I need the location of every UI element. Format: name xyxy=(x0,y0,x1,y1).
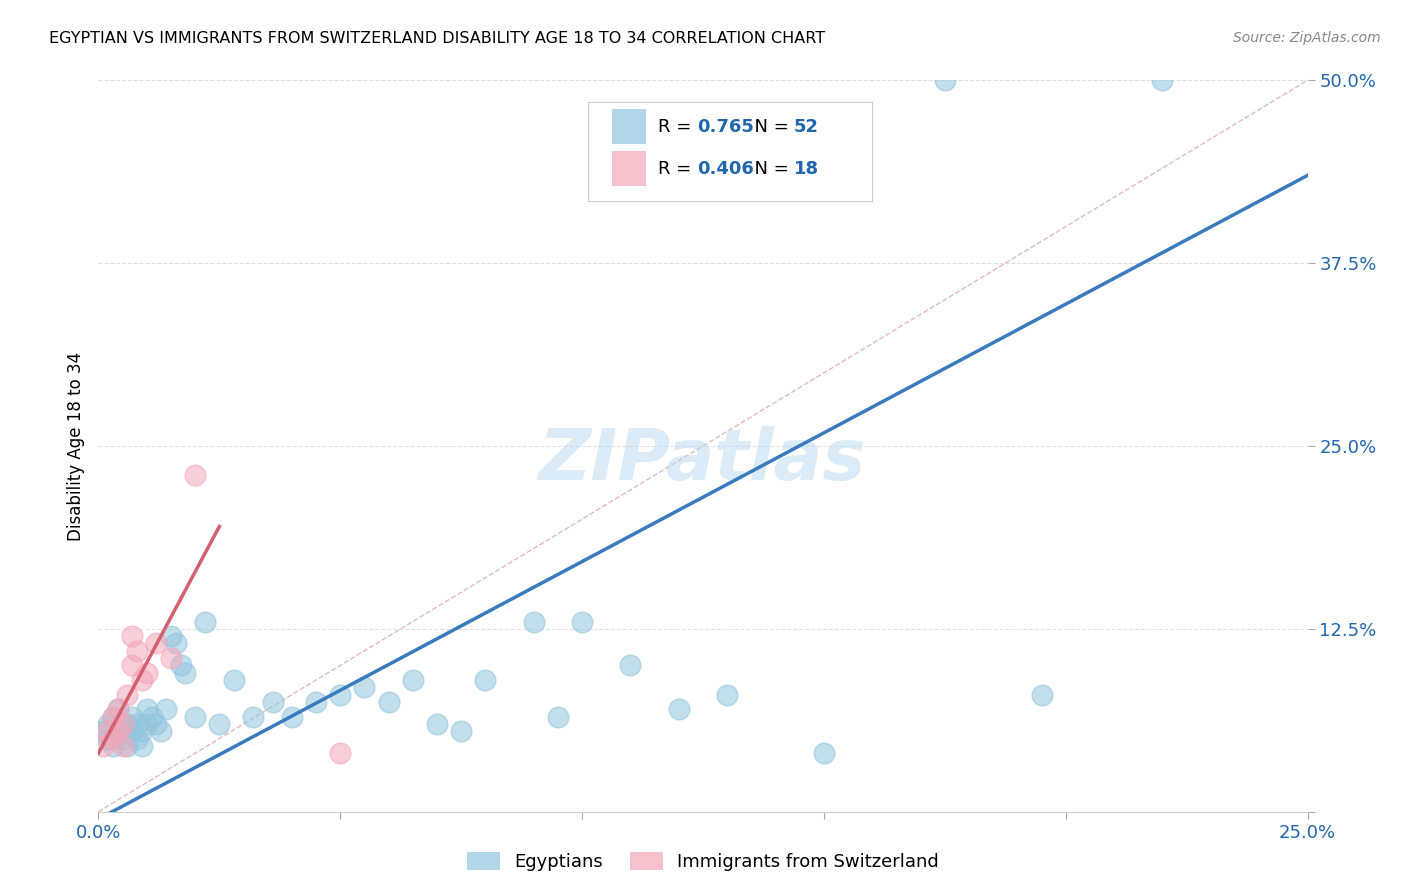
Point xyxy=(160,629,183,643)
Point xyxy=(97,731,120,746)
Point xyxy=(222,673,245,687)
Point xyxy=(145,717,167,731)
Point xyxy=(117,717,139,731)
Point xyxy=(184,468,207,483)
Point xyxy=(194,615,217,629)
Point xyxy=(377,695,399,709)
Point xyxy=(107,724,129,739)
Text: N =: N = xyxy=(742,160,794,178)
Point xyxy=(107,702,129,716)
Point xyxy=(121,709,143,723)
Point xyxy=(127,717,149,731)
Point xyxy=(1152,73,1174,87)
Text: EGYPTIAN VS IMMIGRANTS FROM SWITZERLAND DISABILITY AGE 18 TO 34 CORRELATION CHAR: EGYPTIAN VS IMMIGRANTS FROM SWITZERLAND … xyxy=(49,31,825,46)
FancyBboxPatch shape xyxy=(588,103,872,201)
Text: ZIPatlas: ZIPatlas xyxy=(540,426,866,495)
Point xyxy=(97,724,120,739)
Point xyxy=(107,724,129,739)
Point xyxy=(619,658,641,673)
Point xyxy=(141,709,163,723)
Point xyxy=(329,746,352,760)
FancyBboxPatch shape xyxy=(613,152,647,186)
Point xyxy=(135,665,157,680)
Point xyxy=(523,615,546,629)
Point xyxy=(716,688,738,702)
Point xyxy=(135,717,157,731)
Point xyxy=(281,709,304,723)
Text: N =: N = xyxy=(742,118,794,136)
Legend: Egyptians, Immigrants from Switzerland: Egyptians, Immigrants from Switzerland xyxy=(460,845,946,879)
Point xyxy=(131,673,153,687)
Point xyxy=(165,636,187,650)
Point xyxy=(131,739,153,753)
Y-axis label: Disability Age 18 to 34: Disability Age 18 to 34 xyxy=(66,351,84,541)
Point xyxy=(547,709,569,723)
Text: 0.765: 0.765 xyxy=(697,118,754,136)
Point xyxy=(402,673,425,687)
Point xyxy=(111,739,134,753)
Point xyxy=(474,673,496,687)
Point xyxy=(668,702,690,716)
Point xyxy=(208,717,231,731)
Point xyxy=(262,695,284,709)
Point xyxy=(121,658,143,673)
Point xyxy=(169,658,191,673)
Point xyxy=(174,665,197,680)
Point xyxy=(571,615,593,629)
Point xyxy=(97,717,120,731)
Text: 52: 52 xyxy=(794,118,818,136)
Point xyxy=(184,709,207,723)
FancyBboxPatch shape xyxy=(613,109,647,145)
Point xyxy=(107,702,129,716)
Point xyxy=(127,644,149,658)
Point xyxy=(117,739,139,753)
Point xyxy=(135,702,157,716)
Text: 0.406: 0.406 xyxy=(697,160,754,178)
Point xyxy=(450,724,472,739)
Point xyxy=(101,709,124,723)
Point xyxy=(329,688,352,702)
Point xyxy=(111,731,134,746)
Point xyxy=(353,681,375,695)
Point xyxy=(813,746,835,760)
Point xyxy=(111,717,134,731)
Point xyxy=(242,709,264,723)
Point xyxy=(150,724,173,739)
Point xyxy=(101,709,124,723)
Point xyxy=(1031,688,1053,702)
Point xyxy=(91,724,114,739)
Point xyxy=(145,636,167,650)
Point xyxy=(127,731,149,746)
Point xyxy=(155,702,177,716)
Point xyxy=(101,731,124,746)
Text: 18: 18 xyxy=(794,160,818,178)
Point xyxy=(121,629,143,643)
Point xyxy=(426,717,449,731)
Point xyxy=(117,688,139,702)
Point xyxy=(305,695,328,709)
Point xyxy=(160,651,183,665)
Point xyxy=(91,739,114,753)
Text: R =: R = xyxy=(658,160,697,178)
Point xyxy=(121,724,143,739)
Point xyxy=(131,724,153,739)
Text: R =: R = xyxy=(658,118,697,136)
Point xyxy=(101,739,124,753)
Text: Source: ZipAtlas.com: Source: ZipAtlas.com xyxy=(1233,31,1381,45)
Point xyxy=(934,73,956,87)
Point xyxy=(111,717,134,731)
